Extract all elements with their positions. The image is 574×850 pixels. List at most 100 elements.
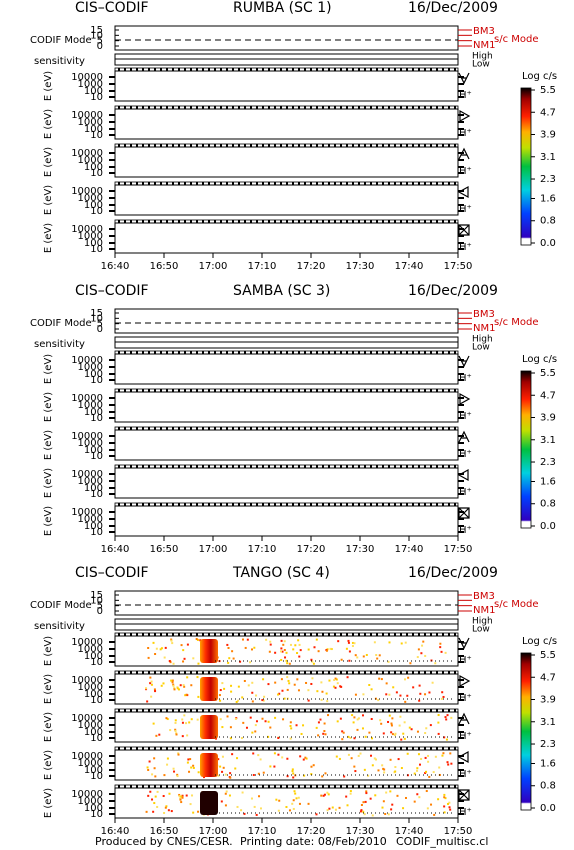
sensitivity-level: Low [472, 625, 490, 635]
mode-tick-label: 15 [90, 590, 103, 601]
count-dot [326, 648, 329, 651]
count-dot [262, 771, 265, 774]
count-dot [413, 800, 416, 803]
count-dot [305, 757, 308, 760]
count-dot [362, 693, 365, 696]
colorbar-tick-label: 1.6 [540, 476, 556, 487]
count-dot [320, 681, 323, 684]
chart-title: TANGO (SC 4) [232, 565, 330, 581]
burst [200, 715, 218, 739]
count-dot [325, 649, 328, 652]
x-tick-label: 16:50 [150, 261, 179, 272]
mode-label: CODIF Mode [30, 600, 92, 611]
count-dot [331, 806, 334, 809]
count-dot [343, 775, 346, 778]
count-dot [286, 757, 289, 760]
count-dot [290, 727, 293, 730]
count-dot [381, 764, 384, 767]
count-dot [362, 810, 365, 813]
count-dot [334, 677, 337, 680]
count-dot [172, 662, 175, 665]
look-direction-icon [458, 430, 470, 443]
count-dot [269, 643, 272, 646]
count-dot [323, 722, 326, 725]
count-dot [429, 724, 432, 727]
y-axis-label: E (eV) [43, 223, 54, 253]
species-label: H⁺ [459, 449, 472, 460]
count-dot [416, 656, 419, 659]
count-dot [243, 812, 246, 815]
count-dot [442, 752, 445, 755]
count-dot [348, 659, 351, 662]
count-dot [279, 650, 282, 653]
count-dot [179, 684, 182, 687]
count-dot [170, 638, 173, 641]
mode-tick-label: 10 [90, 595, 103, 606]
count-dot [418, 763, 421, 766]
y-tick-label: 100 [84, 765, 103, 776]
count-dot [265, 638, 268, 641]
sensitivity-level: Low [472, 60, 490, 70]
count-dot [242, 721, 245, 724]
species-label: H⁺ [459, 807, 472, 818]
count-dot [253, 646, 256, 649]
count-dot [195, 638, 198, 641]
count-dot [425, 770, 428, 773]
look-direction-icon [457, 750, 469, 764]
mode-frame [114, 590, 459, 616]
count-dot [388, 641, 391, 644]
count-dot [189, 803, 192, 806]
count-dot [177, 752, 180, 755]
count-dot [446, 714, 449, 717]
date: 16/Dec/2009 [408, 283, 498, 299]
x-tick-label: 17:40 [395, 261, 424, 272]
count-dot [219, 765, 222, 768]
count-dot [240, 809, 243, 812]
count-dot [183, 714, 186, 717]
count-dot [190, 766, 193, 769]
count-dot [226, 643, 229, 646]
count-dot [197, 771, 200, 774]
count-dot [251, 648, 254, 651]
count-dot [283, 640, 286, 643]
count-dot [360, 809, 363, 812]
count-dot [360, 803, 363, 806]
count-dot [397, 758, 400, 761]
count-dot [338, 757, 341, 760]
panel-frame [114, 108, 459, 140]
count-dot [416, 769, 419, 772]
count-dot [310, 682, 313, 685]
count-dot [341, 738, 344, 741]
y-tick-label: 100 [84, 727, 103, 738]
count-dot [352, 721, 355, 724]
y-tick-label: 10000 [71, 637, 103, 648]
count-dot [147, 794, 150, 797]
x-tick-label: 17:30 [346, 544, 375, 555]
count-dot [328, 679, 331, 682]
count-dot [287, 679, 290, 682]
mode-tick-label: 5 [97, 36, 103, 47]
count-dot [147, 768, 150, 771]
mode-tick-label: 0 [97, 41, 103, 52]
count-dot [181, 721, 184, 724]
x-tick-label: 17:50 [444, 544, 473, 555]
count-dot [259, 807, 262, 810]
count-dot [267, 735, 270, 738]
panel-frame [114, 467, 459, 499]
count-dot [156, 805, 159, 808]
count-dot [292, 772, 295, 775]
count-dot [342, 731, 345, 734]
count-dot [286, 676, 289, 679]
count-dot [219, 689, 222, 692]
y-tick-label: 10 [90, 130, 103, 141]
count-dot [278, 692, 281, 695]
count-dot [236, 805, 239, 808]
count-dot [221, 770, 224, 773]
burst [200, 677, 218, 701]
count-dot [171, 679, 174, 682]
count-dot [224, 792, 227, 795]
y-tick-label: 100 [84, 689, 103, 700]
count-dot [370, 718, 373, 721]
species-label: H⁺ [459, 128, 472, 139]
count-dot [259, 758, 262, 761]
